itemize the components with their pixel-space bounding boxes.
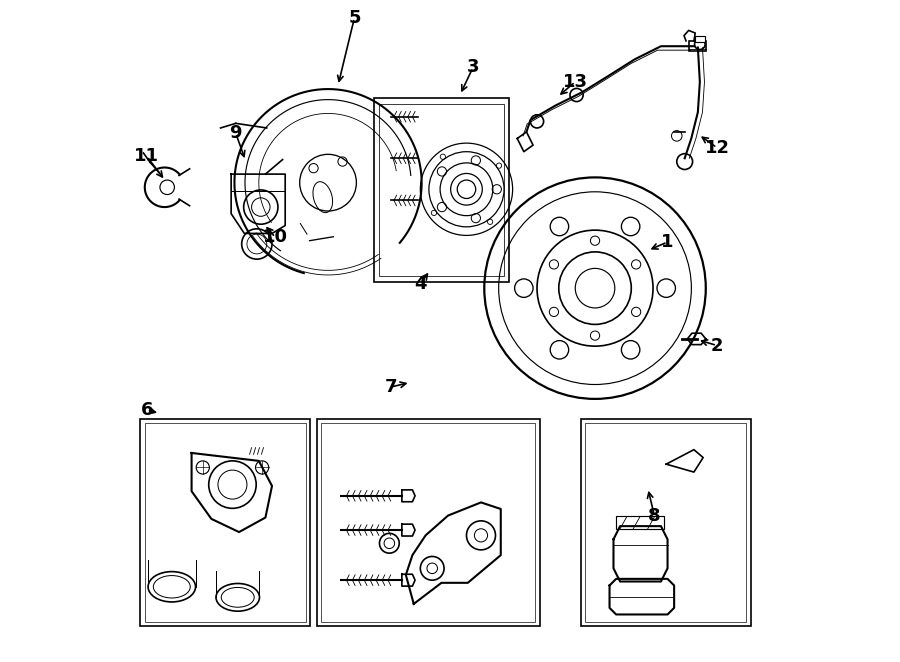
- Bar: [585, 423, 746, 622]
- Text: 8: 8: [648, 506, 661, 524]
- Bar: [140, 418, 310, 626]
- Text: 3: 3: [467, 58, 480, 76]
- Bar: [580, 418, 751, 626]
- Text: 7: 7: [384, 378, 397, 396]
- Text: 9: 9: [230, 124, 242, 142]
- Bar: [317, 418, 540, 626]
- Bar: [380, 103, 504, 276]
- Circle shape: [695, 39, 705, 50]
- Bar: [688, 41, 706, 52]
- Bar: [321, 423, 535, 622]
- Text: 10: 10: [263, 228, 288, 246]
- Bar: [695, 36, 705, 42]
- Bar: [374, 98, 509, 281]
- Text: 1: 1: [662, 233, 674, 251]
- Bar: [616, 516, 663, 529]
- Text: 2: 2: [711, 336, 724, 355]
- Text: 6: 6: [140, 401, 153, 419]
- Bar: [145, 423, 306, 622]
- Text: 12: 12: [705, 139, 730, 157]
- Text: 11: 11: [134, 148, 159, 166]
- Text: 5: 5: [348, 9, 361, 27]
- Text: 4: 4: [414, 275, 427, 293]
- Text: 13: 13: [562, 73, 588, 91]
